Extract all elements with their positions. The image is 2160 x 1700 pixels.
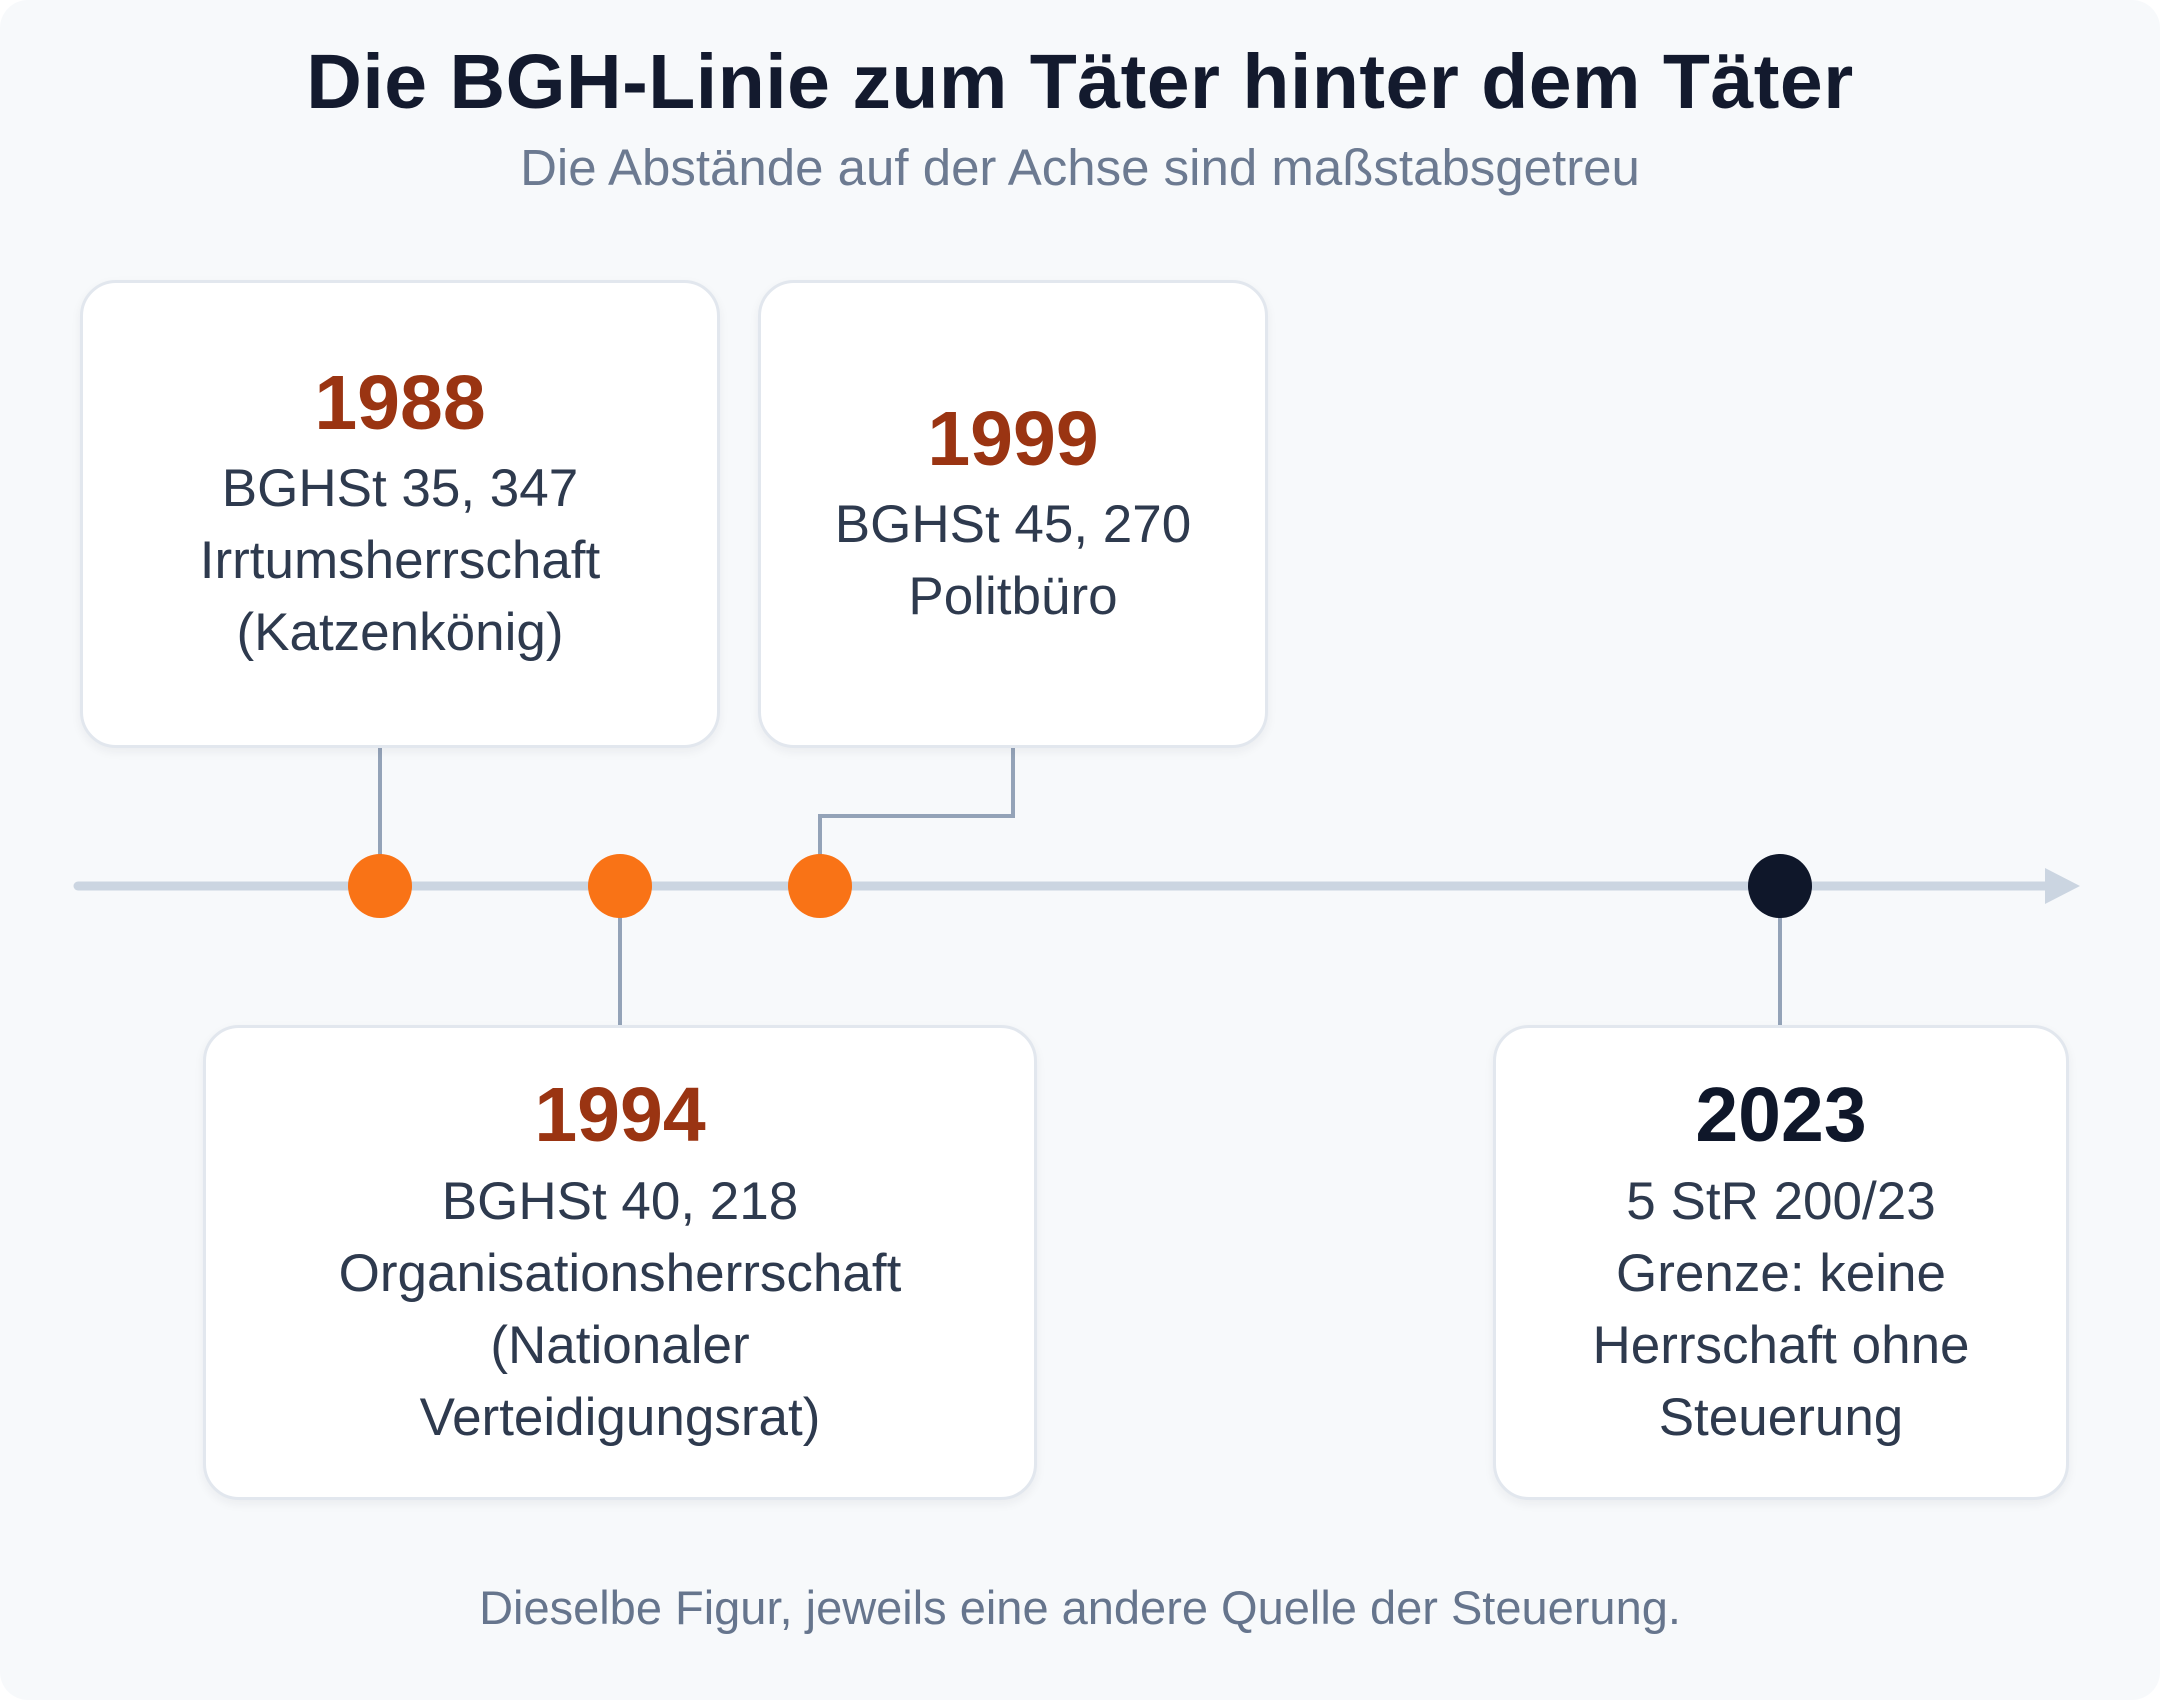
- figure-title: Die BGH-Linie zum Täter hinter dem Täter: [306, 39, 1854, 125]
- event-dot-2023: [1748, 854, 1812, 918]
- event-year: 1994: [534, 1072, 706, 1159]
- event-doctrine-cont: Steuerung: [1658, 1387, 1904, 1447]
- timeline-axis-arrowhead: [2045, 868, 2080, 904]
- event-citation: BGHSt 45, 270: [834, 495, 1192, 555]
- event-card-2023: 2023 5 StR 200/23 Grenze: keine Herrscha…: [1493, 1025, 2069, 1500]
- event-case-name: (Nationaler: [490, 1315, 750, 1375]
- event-dot-1999: [788, 854, 852, 918]
- event-doctrine: Organisationsherrschaft: [338, 1243, 902, 1303]
- event-case-name: Politbüro: [908, 567, 1118, 627]
- connector-1999: [818, 748, 1015, 886]
- figure-footer-note: Dieselbe Figur, jeweils eine andere Quel…: [479, 1581, 1681, 1634]
- event-dot-1994: [588, 854, 652, 918]
- event-case-name: (Katzenkönig): [236, 603, 564, 663]
- event-year: 1988: [314, 359, 486, 446]
- event-dot-1988: [348, 854, 412, 918]
- event-card-1994: 1994 BGHSt 40, 218 Organisationsherrscha…: [203, 1025, 1037, 1500]
- event-card-1999: 1999 BGHSt 45, 270 Politbüro: [758, 280, 1268, 748]
- event-card-1988: 1988 BGHSt 35, 347 Irrtumsherrschaft (Ka…: [80, 280, 720, 748]
- event-doctrine: Irrtumsherrschaft: [199, 531, 601, 591]
- event-citation: BGHSt 40, 218: [441, 1171, 799, 1231]
- event-case-name-cont: Verteidigungsrat): [419, 1387, 821, 1447]
- event-doctrine: Grenze: keine: [1616, 1243, 1946, 1303]
- event-citation: 5 StR 200/23: [1626, 1171, 1936, 1231]
- event-year: 2023: [1695, 1072, 1867, 1159]
- event-doctrine-cont: Herrschaft ohne: [1592, 1315, 1970, 1375]
- event-year: 1999: [927, 395, 1099, 482]
- event-citation: BGHSt 35, 347: [221, 459, 579, 519]
- figure-subtitle: Die Abstände auf der Achse sind maßstabs…: [520, 139, 1640, 196]
